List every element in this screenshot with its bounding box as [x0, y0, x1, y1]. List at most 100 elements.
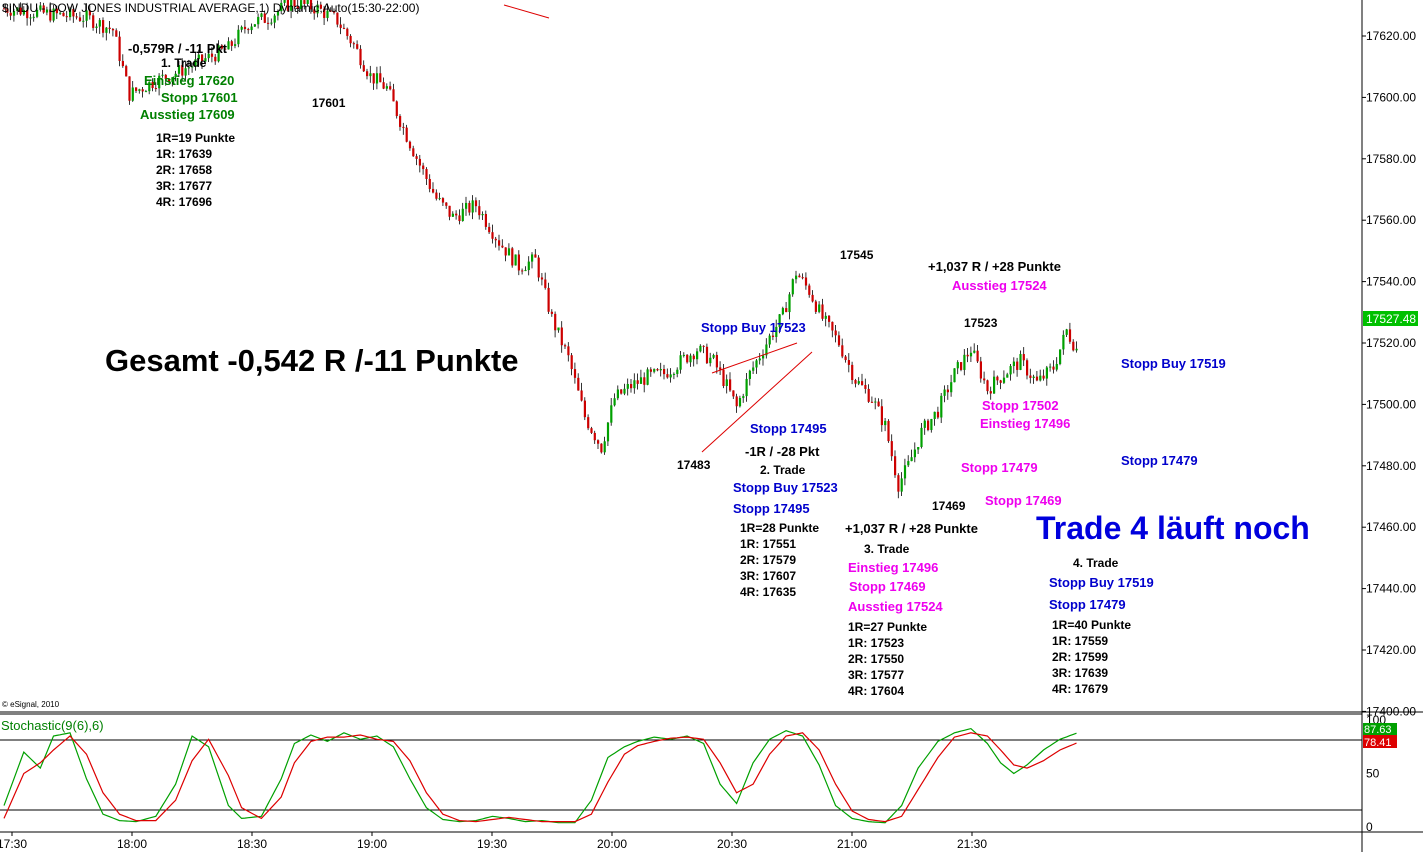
candle-up	[39, 5, 42, 10]
trade4-running-label: Trade 4 läuft noch	[1036, 510, 1310, 546]
candle-up	[725, 379, 728, 387]
candle-down	[550, 311, 553, 314]
trade4-stop: Stopp 17479	[1049, 597, 1126, 612]
entry-17496-label: Einstieg 17496	[980, 416, 1071, 431]
candle-up	[471, 200, 474, 213]
candle-down	[151, 81, 154, 89]
candle-down	[392, 89, 395, 102]
time-tick-label: 18:30	[237, 837, 267, 851]
summary-label: Gesamt -0,542 R /-11 Punkte	[105, 343, 519, 378]
price-tick-label: 17460.00	[1366, 520, 1416, 534]
candle-up	[973, 350, 976, 353]
candle-up	[161, 74, 164, 76]
candle-down	[263, 13, 266, 23]
candle-up	[778, 314, 781, 327]
candle-down	[580, 390, 583, 401]
candle-down	[468, 202, 471, 213]
candle-up	[1012, 361, 1015, 367]
candle-down	[445, 202, 448, 206]
candle-up	[1009, 366, 1012, 375]
candle-down	[544, 279, 547, 288]
candle-down	[831, 321, 834, 331]
candle-down	[834, 330, 837, 336]
candle-up	[32, 16, 35, 18]
candle-down	[887, 420, 890, 442]
candle-up	[438, 198, 441, 200]
stop-17479-magenta-label: Stopp 17479	[961, 460, 1038, 475]
candle-down	[389, 86, 392, 90]
candle-down	[870, 401, 874, 403]
trade2-r1: 1R: 17551	[740, 537, 797, 551]
candle-down	[405, 127, 408, 142]
candle-down	[877, 401, 880, 407]
candle-up	[250, 26, 253, 31]
price-tick-label: 17400.00	[1366, 704, 1416, 718]
candle-up	[158, 75, 161, 89]
time-axis: 17:30 18:00 18:30 19:00 19:30 20:00 20:30 21:00…	[0, 832, 987, 851]
candle-down	[1042, 375, 1045, 379]
candle-up	[144, 91, 148, 93]
candle-up	[507, 248, 511, 256]
candle-down	[1022, 354, 1025, 361]
time-tick-label: 20:30	[717, 837, 747, 851]
candle-down	[418, 158, 421, 166]
candle-down	[999, 380, 1002, 383]
trade3-r3: 3R: 17577	[848, 668, 905, 682]
candle-down	[979, 361, 982, 379]
candle-down	[851, 364, 854, 381]
time-tick-label: 18:00	[117, 837, 147, 851]
candle-down	[111, 28, 115, 31]
candle-down	[336, 12, 339, 25]
trade1-r1: 1R: 17639	[156, 147, 213, 161]
stoch-k-tag	[1363, 723, 1397, 735]
candle-down	[118, 36, 121, 61]
candle-down	[247, 29, 250, 31]
candle-down	[656, 369, 659, 371]
candle-down	[491, 232, 494, 239]
candle-up	[775, 326, 778, 337]
candle-down	[214, 56, 217, 62]
candle-up	[857, 381, 860, 384]
candle-up	[752, 367, 755, 371]
trade2-stop: Stopp 17495	[733, 501, 810, 516]
candle-down	[880, 406, 883, 426]
candle-up	[930, 418, 933, 431]
candle-down	[379, 73, 382, 83]
candle-down	[102, 20, 105, 33]
low-17483-label: 17483	[677, 458, 711, 472]
time-tick-label: 21:30	[957, 837, 987, 851]
candle-up	[672, 373, 676, 375]
price-tick-label: 17420.00	[1366, 643, 1416, 657]
candle-up	[669, 374, 672, 378]
high-17523-label: 17523	[964, 316, 998, 330]
candle-up	[36, 9, 39, 17]
candle-up	[781, 308, 784, 315]
candle-down	[293, 0, 296, 7]
trade3-r1: 1R: 17523	[848, 636, 905, 650]
candle-up	[45, 9, 49, 13]
candle-down	[201, 54, 204, 62]
candle-down	[821, 304, 824, 319]
trade3-entry: Einstieg 17496	[848, 560, 939, 575]
candle-up	[240, 26, 243, 30]
candle-up	[653, 369, 656, 372]
trade3-stop: Stopp 17469	[849, 579, 926, 594]
candle-up	[1002, 377, 1006, 383]
candle-up	[375, 73, 379, 84]
candle-down	[75, 16, 78, 18]
candle-down	[125, 66, 128, 77]
candle-down	[135, 87, 138, 91]
candle-down	[286, 0, 289, 11]
candle-up	[917, 447, 920, 450]
trade3-label: 3. Trade	[864, 542, 910, 556]
candle-up	[369, 73, 372, 77]
candle-down	[435, 192, 438, 199]
candle-up	[623, 388, 626, 394]
candle-down	[55, 8, 58, 14]
trendline-top	[503, 4, 550, 19]
candle-down	[936, 411, 940, 418]
candle-up	[451, 213, 454, 217]
candle-down	[960, 362, 963, 370]
candle-down	[455, 213, 458, 216]
